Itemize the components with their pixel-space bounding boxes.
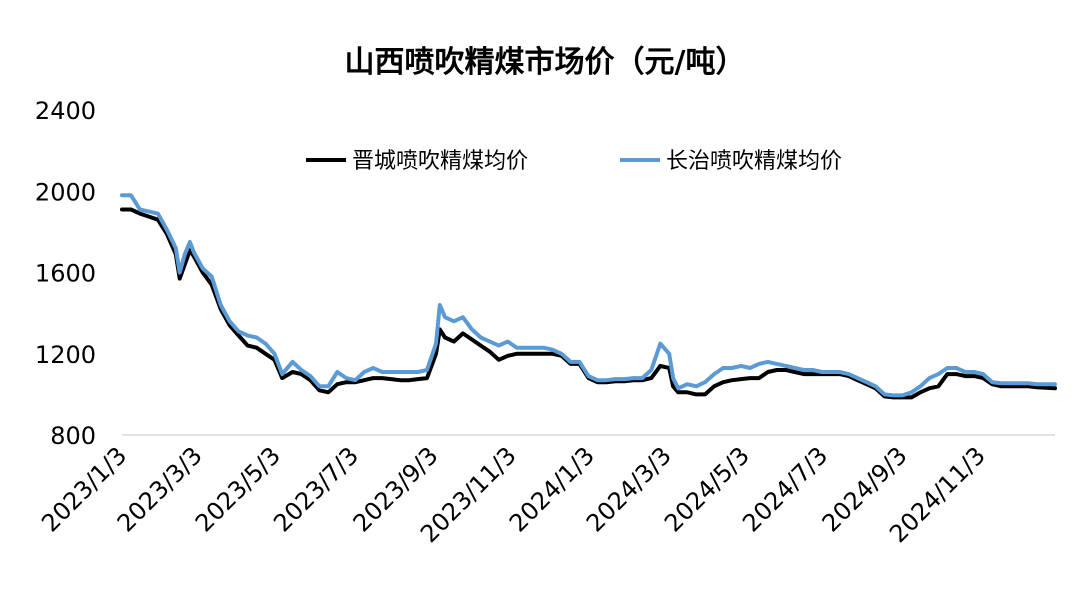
x-tick-label: 2024/3/3 [581, 441, 677, 537]
series-line-changzhi [120, 193, 1057, 398]
x-tick-label: 2024/5/3 [659, 441, 755, 537]
y-tick-label: 1600 [35, 260, 96, 288]
x-tick-label: 2023/7/3 [268, 441, 364, 537]
x-tick-label: 2023/5/3 [190, 441, 286, 537]
legend-label-jincheng: 晋城喷吹精煤均价 [352, 149, 528, 174]
series-line-jincheng [120, 207, 1057, 400]
chart-title: 山西喷吹精煤市场价（元/吨） [345, 45, 746, 80]
legend-item-jincheng: 晋城喷吹精煤均价 [306, 149, 528, 174]
y-tick-label: 2400 [35, 97, 96, 125]
y-tick-label: 1200 [35, 341, 96, 369]
y-axis: 2400 2000 1600 1200 800 [35, 97, 96, 450]
y-tick-label: 800 [50, 422, 96, 450]
legend-item-changzhi: 长治喷吹精煤均价 [620, 149, 842, 174]
series-layer [120, 193, 1057, 400]
x-axis: 2023/1/32023/3/32023/5/32023/7/32023/9/3… [36, 434, 1055, 548]
legend-label-changzhi: 长治喷吹精煤均价 [666, 149, 842, 174]
x-tick-label: 2024/7/3 [737, 441, 833, 537]
legend: 晋城喷吹精煤均价 长治喷吹精煤均价 [306, 149, 842, 174]
y-tick-label: 2000 [35, 178, 96, 206]
